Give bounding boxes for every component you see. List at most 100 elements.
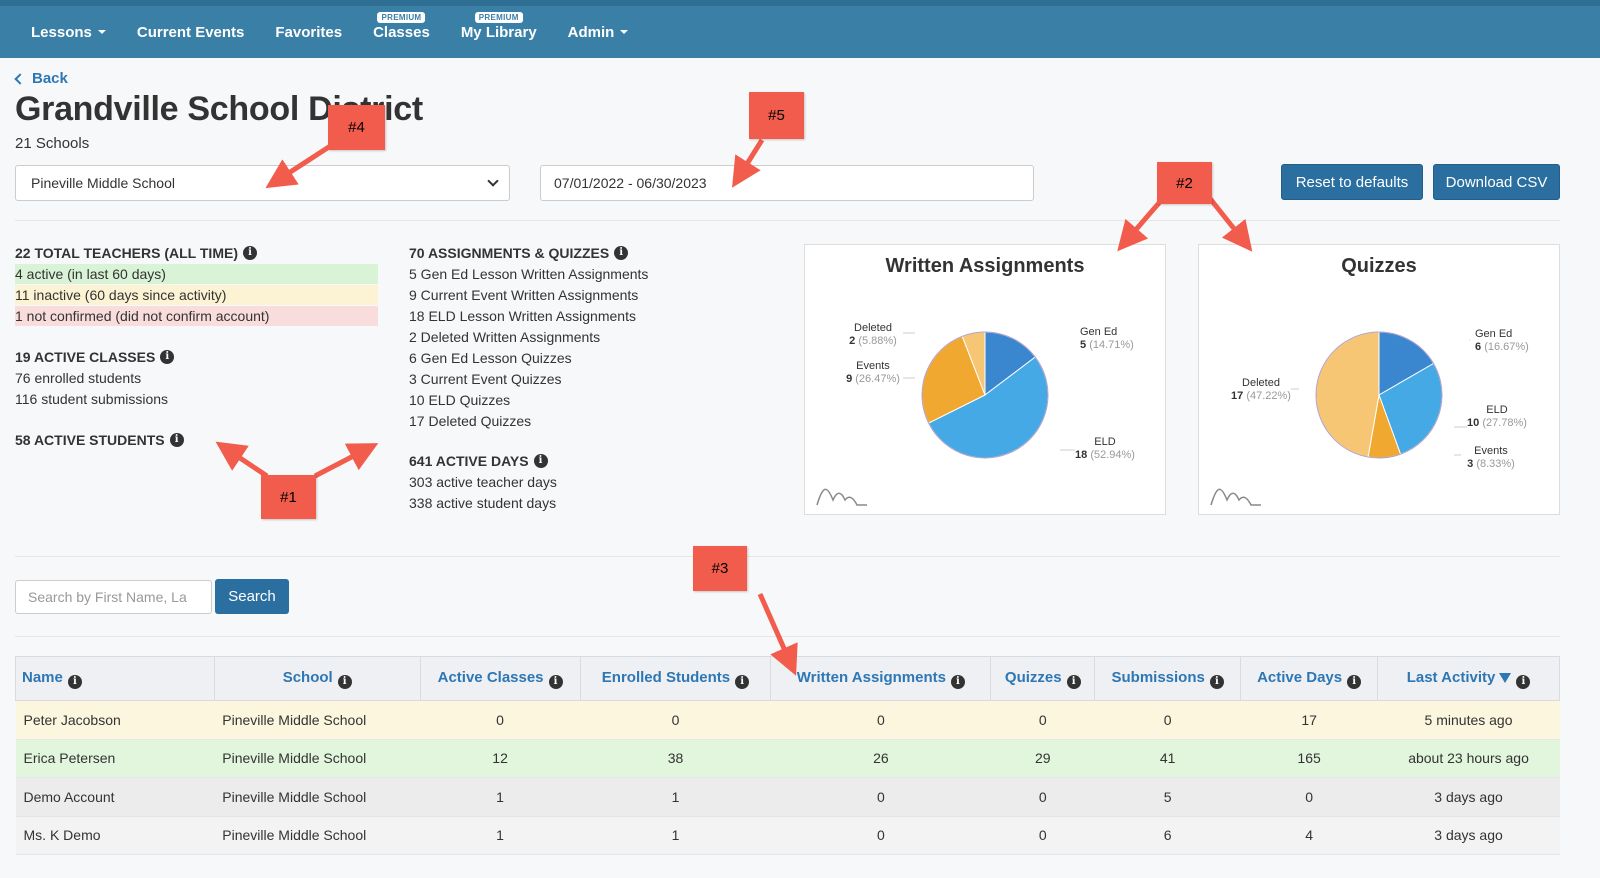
info-icon[interactable]: i (533, 454, 548, 468)
column-header-label: Submissions (1111, 668, 1205, 686)
active-classes-heading: 19 ACTIVE CLASSES i (15, 349, 175, 365)
pie-slice-deleted[interactable] (1315, 331, 1380, 458)
info-icon[interactable]: i (242, 246, 257, 260)
column-header-active-days[interactable]: Active Days i (1240, 656, 1379, 701)
column-header-name[interactable]: Name i (15, 656, 215, 701)
table-cell: about 23 hours ago (1377, 739, 1560, 778)
sort-desc-icon[interactable] (1499, 672, 1512, 683)
premium-badge: PREMIUM (474, 11, 523, 23)
slice-label: Events (856, 360, 890, 372)
slice-label: ELD (1094, 436, 1115, 448)
quizzes-chart: Quizzes Gen Ed 6 (16.67%) ELD 10 (27.78%) Ev… (1198, 244, 1560, 515)
slice-value: 6 (16.67%) (1475, 341, 1529, 353)
arrow-2b (1206, 194, 1253, 252)
column-header-label: School (282, 668, 333, 686)
table-cell: 5 (1094, 777, 1241, 817)
school-select[interactable]: Pineville Middle School (15, 165, 510, 201)
arrow-3 (757, 592, 798, 676)
table-cell: 4 (1240, 816, 1378, 855)
table-cell: Pineville Middle School (214, 700, 421, 740)
annotation-3: #3 (693, 546, 747, 591)
assignments-heading: 70 ASSIGNMENTS & QUIZZES i (409, 245, 629, 261)
table-cell: 0 (420, 700, 581, 740)
assignment-stat: 5 Gen Ed Lesson Written Assignments (409, 266, 649, 282)
table-row[interactable]: Ms. K Demo Pineville Middle School 1 1 0 0 6 4 3… (15, 816, 1560, 855)
caret-down-icon (97, 30, 106, 34)
info-icon[interactable]: i (614, 246, 629, 260)
info-icon[interactable]: i (1209, 674, 1224, 689)
top-accent-bar (0, 0, 1600, 6)
column-header-enrolled-students[interactable]: Enrolled Students i (579, 656, 772, 701)
slice-value: 5 (14.71%) (1080, 339, 1134, 351)
nav-item-favorites[interactable]: Favorites (275, 24, 342, 41)
info-icon[interactable]: i (160, 350, 175, 364)
chevron-down-icon (487, 175, 499, 187)
teacher-days: 303 active teacher days (409, 474, 557, 490)
table-cell: 0 (770, 816, 991, 855)
table-row[interactable]: Demo Account Pineville Middle School 1 1 0 0 5… (15, 777, 1560, 817)
column-header-last-activity[interactable]: Last Activity i (1377, 656, 1560, 701)
table-cell: 41 (1094, 739, 1241, 778)
divider (15, 636, 1560, 637)
info-icon[interactable]: i (1066, 674, 1081, 689)
arrow-1a (215, 441, 269, 479)
column-header-label: Active Days (1257, 668, 1343, 686)
active-days-label: 641 ACTIVE DAYS (409, 453, 529, 469)
table-cell: 1 (580, 816, 771, 855)
nav-item-lessons[interactable]: Lessons (31, 24, 106, 41)
search-button[interactable]: Search (215, 579, 289, 614)
column-header-submissions[interactable]: Submissions i (1094, 656, 1242, 701)
nav-item-classes[interactable]: Classes PREMIUM (373, 11, 430, 41)
nav-item-label: My Library (460, 23, 537, 41)
assignment-stat: 2 Deleted Written Assignments (409, 329, 601, 345)
date-range-input[interactable]: 07/01/2022 - 06/30/2023 (540, 165, 1034, 201)
info-icon[interactable]: i (735, 674, 750, 689)
nav-item-my-library[interactable]: My Library PREMIUM (460, 11, 537, 41)
info-icon[interactable]: i (1516, 674, 1531, 689)
nav-item-current-events[interactable]: Current Events (137, 24, 245, 41)
info-icon[interactable]: i (169, 433, 184, 447)
unconfirmed-teachers: 1 not confirmed (did not confirm account… (15, 306, 378, 326)
written-assignments-chart: Written Assignments Gen Ed 5 (14.71%) ELD 1… (804, 244, 1166, 515)
column-header-written-assignments[interactable]: Written Assignments i (770, 656, 992, 701)
nav-item-label: Favorites (275, 23, 343, 41)
table-row[interactable]: Erica Petersen Pineville Middle School 12 3… (15, 739, 1560, 778)
active-days-heading: 641 ACTIVE DAYS i (409, 453, 548, 469)
slice-label: Gen Ed (1080, 326, 1117, 338)
table-cell: 1 (420, 777, 581, 817)
download-csv-button[interactable]: Download CSV (1433, 164, 1560, 200)
info-icon[interactable]: i (67, 674, 82, 689)
table-cell: 3 days ago (1377, 777, 1560, 817)
active-teachers: 4 active (in last 60 days) (15, 264, 378, 284)
nav-item-admin[interactable]: Admin (568, 24, 629, 41)
column-header-label: Last Activity (1406, 668, 1496, 686)
slice-value: 3 (8.33%) (1467, 458, 1515, 470)
info-icon[interactable]: i (950, 674, 965, 689)
table-row[interactable]: Peter Jacobson Pineville Middle School 0 0 0… (15, 700, 1560, 740)
info-icon[interactable]: i (337, 674, 352, 689)
nav-item-label: Admin (567, 23, 615, 41)
enrolled-students: 76 enrolled students (15, 370, 142, 386)
column-header-school[interactable]: School i (213, 656, 421, 701)
column-header-active-classes[interactable]: Active Classes i (419, 656, 581, 701)
teachers-table: Name i School i Active Classes i Enrolled Stud… (15, 656, 1560, 855)
slice-value: 9 (26.47%) (846, 373, 900, 385)
table-cell: 0 (580, 700, 771, 740)
column-header-quizzes[interactable]: Quizzes i (990, 656, 1096, 701)
school-select-value: Pineville Middle School (31, 175, 175, 191)
assignment-stat: 17 Deleted Quizzes (409, 413, 532, 429)
nav-item-label: Current Events (136, 23, 245, 41)
table-cell: 0 (990, 816, 1095, 855)
arrow-1b (313, 443, 379, 479)
assignments-label: 70 ASSIGNMENTS & QUIZZES (409, 245, 610, 261)
assignment-stat: 6 Gen Ed Lesson Quizzes (409, 350, 572, 366)
info-icon[interactable]: i (548, 674, 563, 689)
chevron-left-icon (14, 73, 26, 85)
table-cell: 0 (1240, 777, 1378, 817)
info-icon[interactable]: i (1347, 674, 1362, 689)
back-link[interactable]: Back (14, 70, 68, 87)
table-cell: Ms. K Demo (15, 816, 215, 855)
reset-defaults-button[interactable]: Reset to defaults (1281, 164, 1423, 200)
search-input[interactable]: Search by First Name, La (15, 580, 212, 614)
